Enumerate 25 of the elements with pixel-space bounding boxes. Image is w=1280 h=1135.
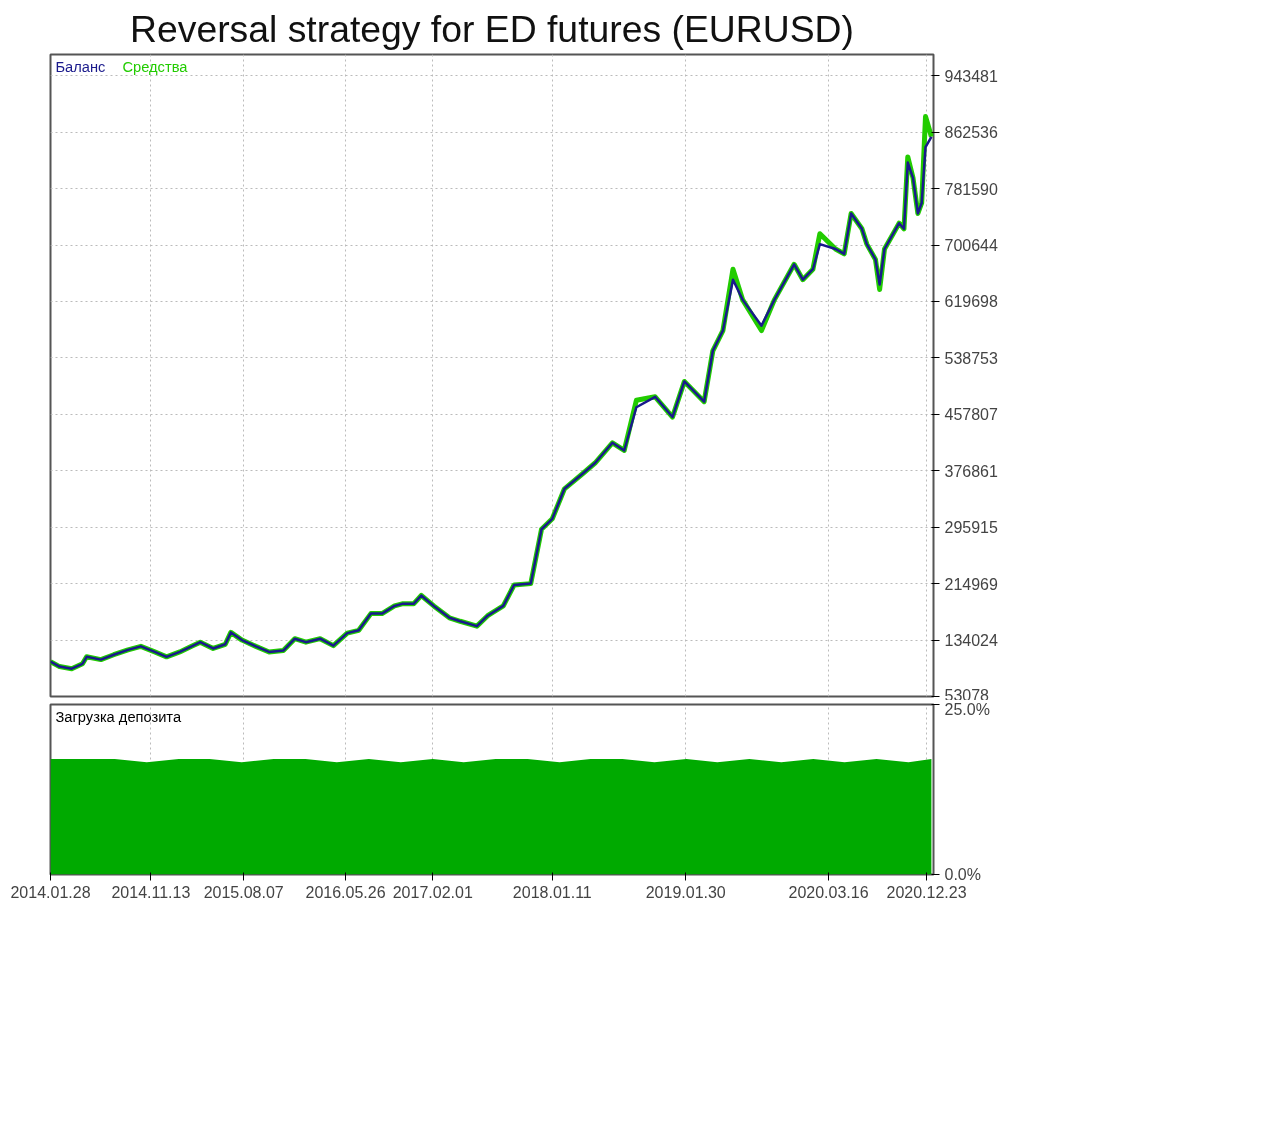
y-tick-label: 862536 — [944, 124, 998, 142]
y-tick-label: 781590 — [944, 180, 998, 198]
x-tick-label: 2019.01.30 — [645, 883, 726, 901]
y-tick-label: 134024 — [944, 632, 998, 650]
text: Баланс — [55, 58, 106, 75]
x-tick-label: 2014.11.13 — [111, 883, 191, 901]
x-tick-label: 2017.02.01 — [392, 883, 473, 901]
x-tick-label: 2014.01.28 — [10, 883, 91, 901]
y-tick-label: 214969 — [944, 575, 998, 593]
x-tick-label: 2018.01.11 — [512, 883, 592, 901]
text: Средства — [122, 58, 189, 75]
x-tick-label: 2020.03.16 — [788, 883, 869, 901]
x-tick-label: 2016.05.26 — [305, 883, 386, 901]
y-tick-label: 295915 — [944, 519, 998, 537]
y-tick-label: 538753 — [944, 349, 998, 367]
y-tick-label: 376861 — [944, 462, 998, 480]
y-tick-label: 700644 — [944, 237, 998, 255]
chart-title: Загрузка депозита — [55, 708, 182, 725]
y-tick-label: 943481 — [944, 67, 998, 85]
x-tick-label: 2020.12.23 — [886, 883, 967, 901]
x-tick-label: 2015.08.07 — [203, 883, 284, 901]
y-tick-label: 619698 — [944, 293, 998, 311]
y-tick-label: 0.0% — [944, 866, 981, 883]
chart-title: Reversal strategy for ED futures (EURUSD) — [130, 7, 854, 50]
y-tick-label: 457807 — [944, 406, 998, 424]
